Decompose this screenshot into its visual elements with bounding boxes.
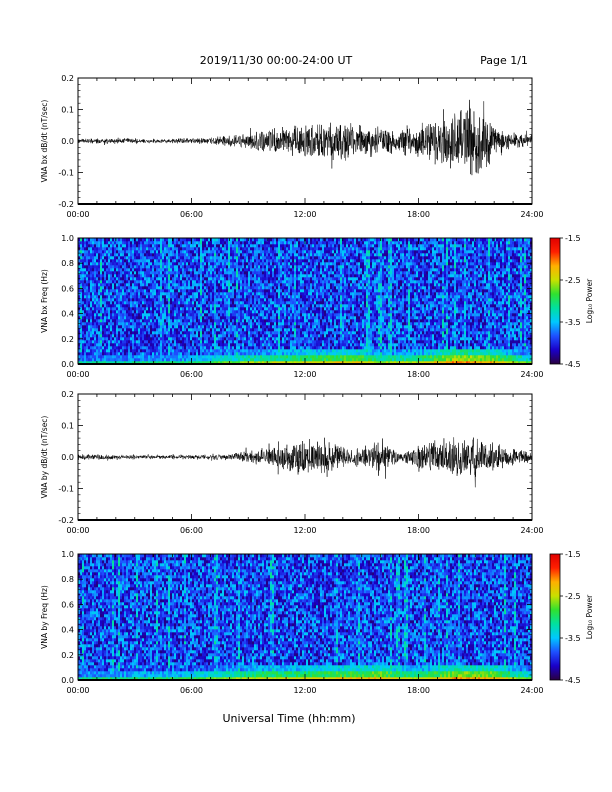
colorbar-tick-label: -2.5 (565, 276, 581, 285)
x-tick-label: 18:00 (407, 210, 430, 219)
y-tick-label: 0.2 (61, 390, 74, 399)
colorbar-tick-label: -4.5 (565, 360, 581, 369)
panel-4: -1.5 -2.5 -3.5 -4.5 Log₁₀ Power 00:00 06:00 12:… (40, 550, 594, 695)
y-tick-label: 0.2 (61, 335, 74, 344)
y-tick-label: -0.1 (58, 485, 74, 494)
y-tick-label: 0.8 (61, 259, 74, 268)
y-axis-label: VNA by Freq (Hz) (40, 585, 49, 649)
x-tick-label: 24:00 (520, 210, 543, 219)
x-tick-label: 00:00 (66, 210, 89, 219)
x-tick-label: 06:00 (180, 686, 203, 695)
panel-3: 00:00 06:00 12:00 18:00 24:00 -0.2 -0.1 0.0 0.1 0… (40, 390, 544, 535)
x-tick-label: 18:00 (407, 370, 430, 379)
y-tick-label: 0.2 (61, 74, 74, 83)
x-tick-label: 06:00 (180, 210, 203, 219)
x-tick-label: 00:00 (66, 370, 89, 379)
y-axis-label: VNA bx dB/dt (nT/sec) (40, 100, 49, 183)
x-tick-label: 24:00 (520, 686, 543, 695)
y-axis-label: VNA bx Freq (Hz) (40, 269, 49, 333)
x-tick-label: 24:00 (520, 526, 543, 535)
colorbar-tick-label: -4.5 (565, 676, 581, 685)
x-tick-label: 06:00 (180, 370, 203, 379)
y-tick-label: 0.0 (61, 360, 74, 369)
y-tick-label: 0.0 (61, 676, 74, 685)
x-tick-label: 24:00 (520, 370, 543, 379)
colorbar-label: Log₁₀ Power (585, 594, 594, 639)
x-tick-label: 00:00 (66, 526, 89, 535)
colorbar-tick-label: -3.5 (565, 634, 581, 643)
series-line (77, 437, 533, 488)
panel-2: -1.5 -2.5 -3.5 -4.5 Log₁₀ Power 00:00 06:00 12:… (40, 234, 594, 379)
spectrogram-cells (78, 238, 533, 365)
figure-title: 2019/11/30 00:00-24:00 UT (200, 54, 353, 67)
x-tick-label: 18:00 (407, 526, 430, 535)
colorbar-tick-label: -2.5 (565, 592, 581, 601)
colorbar-tick-label: -3.5 (565, 318, 581, 327)
y-tick-label: 0.4 (61, 626, 74, 635)
colorbar-label: Log₁₀ Power (585, 278, 594, 323)
y-tick-label: 0.1 (61, 106, 74, 115)
x-axis-label: Universal Time (hh:mm) (223, 712, 356, 725)
x-tick-label: 18:00 (407, 686, 430, 695)
panels: 00:00 06:00 12:00 18:00 24:00 -0.2 -0.1 0.0 0.1 0… (40, 74, 594, 695)
y-tick-label: -0.2 (58, 516, 74, 525)
x-tick-label: 00:00 (66, 686, 89, 695)
colorbar-tick-label: -1.5 (565, 234, 581, 243)
y-tick-label: 1.0 (61, 550, 74, 559)
y-tick-label: -0.1 (58, 169, 74, 178)
y-tick-label: 0.6 (61, 284, 74, 293)
y-tick-label: 0.0 (61, 453, 74, 462)
page-number: Page 1/1 (480, 54, 528, 67)
y-tick-label: 0.2 (61, 651, 74, 660)
x-tick-label: 12:00 (293, 210, 316, 219)
colorbar-tick-label: -1.5 (565, 550, 581, 559)
colorbar: -1.5 -2.5 -3.5 -4.5 Log₁₀ Power (549, 234, 594, 369)
y-tick-label: 1.0 (61, 234, 74, 243)
colorbar: -1.5 -2.5 -3.5 -4.5 Log₁₀ Power (549, 550, 594, 685)
panel-1: 00:00 06:00 12:00 18:00 24:00 -0.2 -0.1 0.0 0.1 0… (40, 74, 544, 219)
y-tick-label: 0.4 (61, 310, 74, 319)
x-tick-label: 12:00 (293, 686, 316, 695)
series-line (77, 99, 533, 176)
y-tick-label: 0.1 (61, 422, 74, 431)
y-tick-label: 0.8 (61, 575, 74, 584)
x-tick-label: 06:00 (180, 526, 203, 535)
y-tick-label: 0.6 (61, 600, 74, 609)
x-tick-label: 12:00 (293, 526, 316, 535)
y-axis-label: VNA by dB/dt (nT/sec) (40, 416, 49, 499)
x-tick-label: 12:00 (293, 370, 316, 379)
spectrogram-cells (78, 554, 533, 681)
y-tick-label: 0.0 (61, 137, 74, 146)
y-tick-label: -0.2 (58, 200, 74, 209)
